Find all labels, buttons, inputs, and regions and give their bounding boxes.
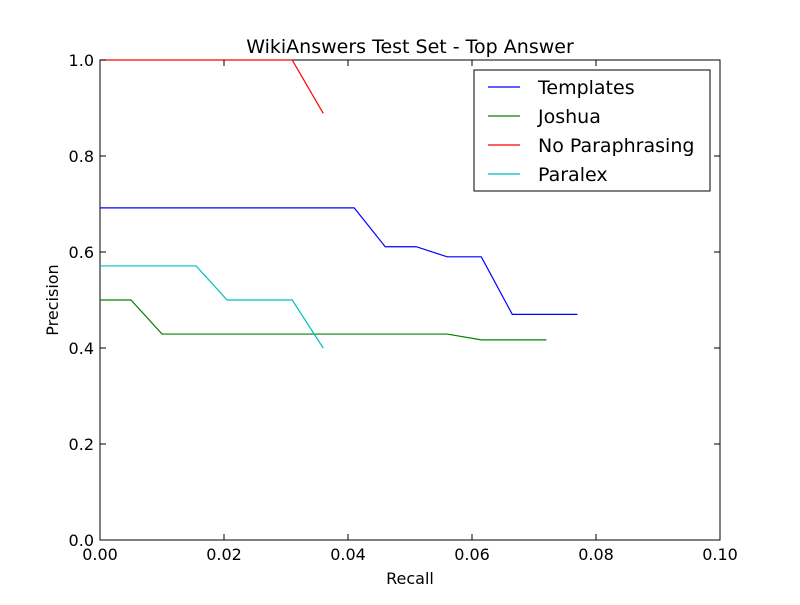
- legend-box: [473, 69, 711, 192]
- y-tick-label: 0.6: [69, 243, 94, 262]
- x-tick-label: 0.10: [702, 545, 738, 564]
- y-tick-label: 0.0: [69, 531, 94, 550]
- y-tick-label: 0.2: [69, 435, 94, 454]
- y-tick-label: 0.8: [69, 147, 94, 166]
- legend-label-templates: Templates: [537, 77, 635, 99]
- x-tick-label: 0.00: [82, 545, 118, 564]
- series-line-templates: [100, 207, 578, 315]
- chart-title: WikiAnswers Test Set - Top Answer: [246, 36, 574, 58]
- x-tick-label: 0.08: [578, 545, 614, 564]
- ticks-layer: 0.00 0.02 0.04 0.06 0.08 0.10 0.0 0.2 0.4 0.6 0.8 1…: [69, 51, 738, 564]
- x-tick-label: 0.02: [206, 545, 242, 564]
- series-layer: [100, 59, 578, 349]
- series-line-joshua: [100, 299, 547, 341]
- series-line-paralex: [100, 265, 324, 349]
- x-tick-label: 0.06: [454, 545, 490, 564]
- legend-label-no-paraphrasing: No Paraphrasing: [538, 135, 694, 157]
- legend: Templates Joshua No Paraphrasing Paralex: [473, 69, 711, 192]
- legend-label-joshua: Joshua: [537, 106, 601, 128]
- y-axis-label: Precision: [43, 264, 62, 335]
- x-tick-label: 0.04: [330, 545, 366, 564]
- legend-label-paralex: Paralex: [538, 164, 608, 186]
- y-tick-label: 0.4: [69, 339, 94, 358]
- x-axis-label: Recall: [386, 569, 434, 588]
- y-tick-label: 1.0: [69, 51, 94, 70]
- series-line-no-paraphrasing: [100, 59, 324, 114]
